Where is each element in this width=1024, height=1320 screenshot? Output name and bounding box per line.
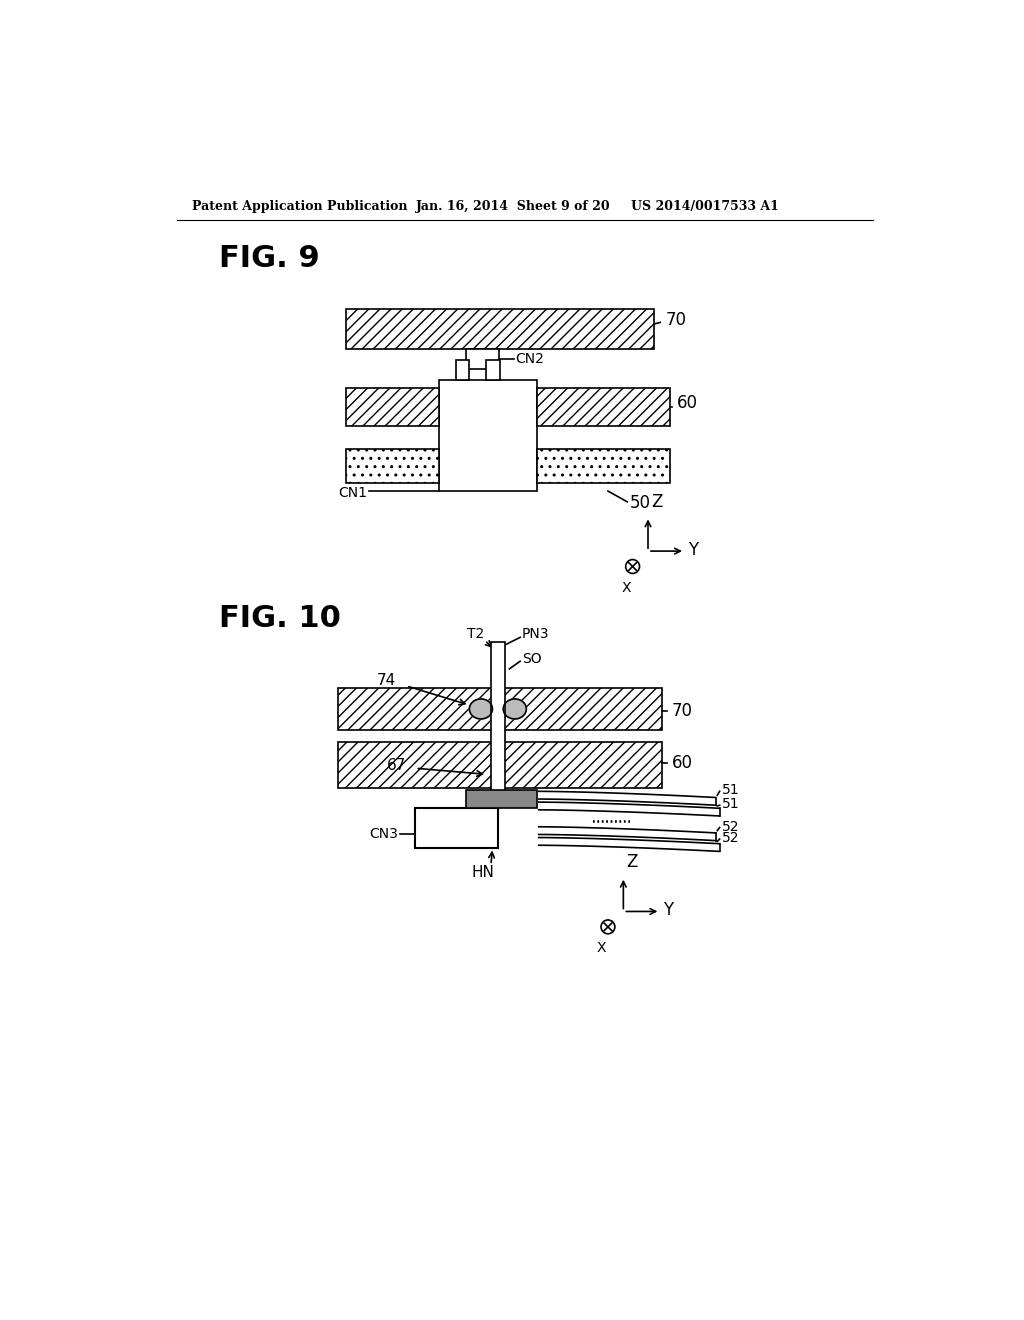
Text: 67: 67	[387, 758, 407, 772]
Bar	[490, 642, 505, 805]
Bar	[538, 450, 670, 483]
Ellipse shape	[503, 700, 526, 719]
Text: US 2014/0017533 A1: US 2014/0017533 A1	[631, 199, 779, 213]
Text: Patent Application Publication: Patent Application Publication	[193, 199, 408, 213]
Bar	[538, 388, 670, 426]
Bar	[456, 360, 469, 380]
Text: Y: Y	[664, 902, 674, 919]
Bar	[339, 688, 662, 730]
Text: 60: 60	[677, 395, 698, 412]
Text: CN3: CN3	[370, 828, 398, 841]
Text: Z: Z	[627, 854, 638, 871]
Text: CN1: CN1	[339, 486, 368, 500]
Text: 52: 52	[722, 830, 739, 845]
Bar	[466, 350, 499, 370]
Text: 70: 70	[666, 312, 687, 329]
Text: FIG. 9: FIG. 9	[219, 244, 319, 273]
Bar	[346, 388, 438, 426]
Text: X: X	[622, 581, 631, 595]
Text: 70: 70	[672, 702, 693, 721]
Bar	[346, 309, 654, 350]
Text: Y: Y	[688, 541, 698, 558]
Text: 60: 60	[672, 754, 693, 772]
Bar	[486, 360, 500, 380]
Text: 50: 50	[630, 495, 650, 512]
Text: PN3: PN3	[521, 627, 549, 642]
Text: Jan. 16, 2014  Sheet 9 of 20: Jan. 16, 2014 Sheet 9 of 20	[416, 199, 610, 213]
Text: CN2: CN2	[515, 352, 545, 367]
Text: 52: 52	[722, 820, 739, 834]
Text: HN: HN	[472, 866, 495, 880]
Bar	[466, 789, 538, 808]
Ellipse shape	[469, 700, 493, 719]
Text: FIG. 10: FIG. 10	[219, 605, 341, 634]
Text: 74: 74	[377, 673, 396, 688]
Bar	[346, 450, 438, 483]
Text: 51: 51	[722, 797, 739, 810]
Bar	[438, 380, 538, 491]
Bar	[339, 742, 662, 788]
Text: SO: SO	[521, 652, 542, 665]
Text: T2: T2	[467, 627, 484, 642]
Text: 51: 51	[722, 783, 739, 797]
Text: Z: Z	[651, 494, 663, 511]
Text: X: X	[597, 941, 606, 956]
